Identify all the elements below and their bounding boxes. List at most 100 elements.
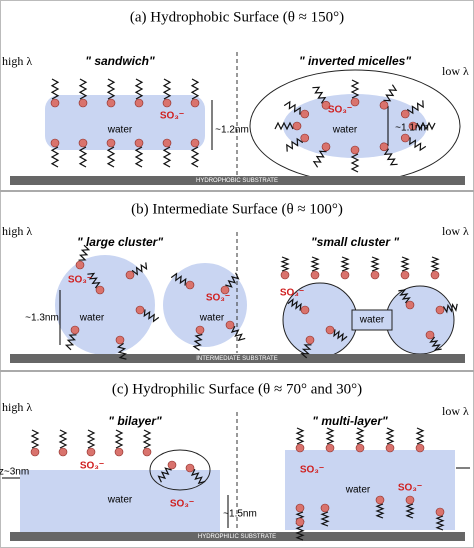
head xyxy=(226,321,234,329)
head xyxy=(301,134,309,142)
head xyxy=(301,306,309,314)
head xyxy=(401,271,409,279)
head xyxy=(426,331,434,339)
head xyxy=(76,261,84,269)
head xyxy=(71,326,79,334)
head xyxy=(296,444,304,452)
sulfonate-label: SO₃⁻ xyxy=(160,111,184,122)
head xyxy=(126,271,134,279)
head xyxy=(135,139,143,147)
head xyxy=(191,139,199,147)
head xyxy=(371,271,379,279)
head xyxy=(115,448,123,456)
head xyxy=(163,99,171,107)
lambda-label: high λ xyxy=(2,400,32,414)
annotation: ~1.5nm xyxy=(223,509,257,520)
substrate-label: HYDROPHOBIC SUBSTRATE xyxy=(196,178,278,184)
head xyxy=(296,504,304,512)
annotation: water xyxy=(359,315,385,326)
head xyxy=(321,504,329,512)
head xyxy=(186,281,194,289)
head xyxy=(301,110,309,118)
head xyxy=(107,139,115,147)
sulfonate-label: SO₃⁻ xyxy=(300,465,324,476)
regime-label: " sandwich" xyxy=(85,54,155,68)
head xyxy=(31,448,39,456)
lambda-label: low λ xyxy=(442,64,469,78)
sulfonate-label: SO₃⁻ xyxy=(280,288,304,299)
water-region xyxy=(163,263,247,347)
annotation: water xyxy=(79,313,105,324)
head xyxy=(436,508,444,516)
head xyxy=(186,464,194,472)
head xyxy=(341,271,349,279)
head xyxy=(431,271,439,279)
head xyxy=(326,444,334,452)
head xyxy=(351,146,359,154)
annotation: water xyxy=(107,495,133,506)
panel-title: (b) Intermediate Surface (θ ≈ 100°) xyxy=(131,201,343,217)
regime-label: " large cluster" xyxy=(77,235,163,249)
head xyxy=(96,286,104,294)
annotation: water xyxy=(332,125,358,136)
lambda-label: high λ xyxy=(2,54,32,68)
head xyxy=(196,326,204,334)
head xyxy=(376,496,384,504)
head xyxy=(406,496,414,504)
head xyxy=(401,134,409,142)
annotation: z~3nm xyxy=(0,467,29,478)
sulfonate-label: SO₃⁻ xyxy=(68,275,92,286)
head xyxy=(306,336,314,344)
head xyxy=(51,139,59,147)
regime-label: " bilayer" xyxy=(108,414,162,428)
head xyxy=(326,326,334,334)
cluster xyxy=(386,286,454,354)
regime-label: " inverted micelles" xyxy=(299,54,411,68)
head xyxy=(401,110,409,118)
regime-label: " multi-layer" xyxy=(312,414,388,428)
head xyxy=(406,301,414,309)
head xyxy=(322,143,330,151)
sulfonate-label: SO₃⁻ xyxy=(80,461,104,472)
head xyxy=(116,336,124,344)
head xyxy=(59,448,67,456)
annotation: ~1.3nm xyxy=(25,313,59,324)
head xyxy=(136,306,144,314)
lambda-label: low λ xyxy=(442,224,469,238)
head xyxy=(143,448,151,456)
head xyxy=(135,99,143,107)
sulfonate-label: SO₃⁻ xyxy=(398,483,422,494)
head xyxy=(356,444,364,452)
head xyxy=(163,139,171,147)
substrate-label: INTERMEDIATE SUBSTRATE xyxy=(196,356,277,362)
regime-label: "small cluster " xyxy=(311,235,399,249)
head xyxy=(87,448,95,456)
panel-title: (c) Hydrophilic Surface (θ ≈ 70° and 30°… xyxy=(112,381,362,397)
head xyxy=(79,99,87,107)
annotation: water xyxy=(199,313,225,324)
head xyxy=(311,271,319,279)
annotation: ~1.1nm xyxy=(395,123,429,134)
head xyxy=(386,444,394,452)
head xyxy=(416,444,424,452)
head xyxy=(380,101,388,109)
head xyxy=(191,99,199,107)
head xyxy=(281,271,289,279)
panel-title: (a) Hydrophobic Surface (θ ≈ 150°) xyxy=(130,9,344,25)
head xyxy=(79,139,87,147)
sulfonate-label: SO₃⁻ xyxy=(328,105,352,116)
head xyxy=(51,99,59,107)
head xyxy=(168,461,176,469)
annotation: water xyxy=(107,125,133,136)
sulfonate-label: SO₃⁻ xyxy=(170,499,194,510)
annotation: water xyxy=(345,485,371,496)
lambda-label: high λ xyxy=(2,224,32,238)
figure: (a) Hydrophobic Surface (θ ≈ 150°) HYDROP… xyxy=(0,0,474,548)
substrate-label: HYDROPHILIC SUBSTRATE xyxy=(198,534,276,540)
sulfonate-label: SO₃⁻ xyxy=(206,293,230,304)
head xyxy=(107,99,115,107)
annotation: ~1.2nm xyxy=(215,125,249,136)
water-region xyxy=(45,95,205,150)
head xyxy=(351,98,359,106)
head xyxy=(436,306,444,314)
